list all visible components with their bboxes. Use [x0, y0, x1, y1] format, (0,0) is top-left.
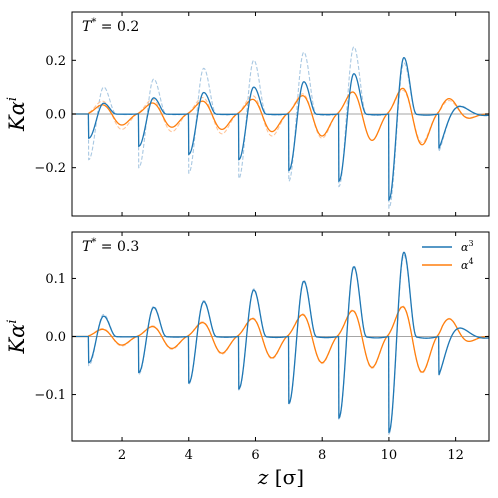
x-tick-label: 2: [118, 448, 126, 463]
alpha4-line: [72, 87, 489, 146]
x-tick-label: 12: [447, 448, 464, 463]
series-group: [72, 46, 489, 209]
temperature-annotation: T* = 0.2: [82, 17, 139, 35]
temperature-annotation: T* = 0.3: [82, 237, 139, 255]
x-tick-label: 4: [185, 448, 193, 463]
panels: −0.2 0.0 0.2 Kαi T* = 0.2 2 4 6 8 10 12 −0.1 0.0 0.1 K…: [5, 11, 490, 463]
y-tick-label: 0.1: [45, 272, 66, 287]
x-tick-label: 8: [318, 448, 326, 463]
y-axis-label: Kαi: [5, 97, 29, 132]
alpha3-reference-line: [72, 46, 489, 209]
y-axis-label: Kαi: [5, 319, 29, 354]
y-tick-label: 0.2: [45, 54, 66, 69]
x-tick-label: 6: [251, 448, 259, 463]
alpha3-line: [72, 56, 489, 201]
alpha3-reference-line: [72, 254, 489, 436]
alpha4-reference-line: [72, 89, 489, 144]
panel-1: −0.2 0.0 0.2 Kαi T* = 0.2: [5, 11, 490, 217]
x-axis-label: z [σ]: [257, 465, 304, 489]
x-tick-label: 10: [381, 448, 398, 463]
legend-label-a4: α4: [461, 257, 474, 272]
y-tick-label: 0.0: [45, 108, 66, 123]
y-tick-label: −0.2: [34, 161, 66, 176]
alpha4-reference-line: [72, 305, 489, 374]
alpha3-line: [72, 251, 489, 434]
y-tick-label: 0.0: [45, 330, 66, 345]
y-tick-label: −0.1: [34, 388, 66, 403]
series-group: [72, 251, 489, 436]
alpha4-line: [72, 306, 489, 373]
legend-label-a3: α3: [461, 239, 474, 254]
